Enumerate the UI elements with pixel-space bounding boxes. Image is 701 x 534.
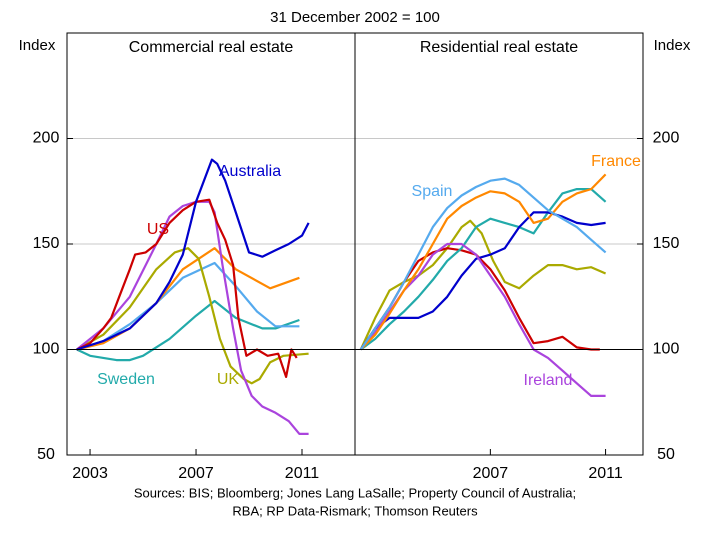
series-line <box>76 200 309 435</box>
series-line <box>359 177 607 351</box>
x-tick-label: 2007 <box>178 465 214 482</box>
y-axis-label: Index <box>654 37 691 54</box>
y-tick-label: 50 <box>37 446 55 463</box>
y-tick-label: 50 <box>657 446 675 463</box>
y-axis-label: Index <box>19 37 56 54</box>
series-line <box>76 261 300 351</box>
series-label: Spain <box>412 183 453 200</box>
panel-title: Commercial real estate <box>129 39 294 56</box>
series-line <box>76 247 309 385</box>
y-tick-label: 200 <box>653 130 680 147</box>
source-note: Sources: BIS; Bloomberg; Jones Lang LaSa… <box>134 485 576 500</box>
x-tick-label: 2003 <box>72 465 108 482</box>
series-line <box>76 198 298 378</box>
panel-title: Residential real estate <box>420 39 578 56</box>
series-line <box>359 247 600 351</box>
source-note: RBA; RP Data-Rismark; Thomson Reuters <box>232 503 478 518</box>
series-line <box>76 299 300 362</box>
x-tick-label: 2011 <box>285 465 320 482</box>
series-label: UK <box>217 371 240 388</box>
series-line <box>76 158 310 351</box>
series-line <box>76 247 300 351</box>
series-line <box>360 188 607 351</box>
series-line <box>360 173 607 351</box>
series-line <box>359 219 607 350</box>
y-tick-label: 200 <box>33 130 60 147</box>
series-label: Australia <box>219 163 281 180</box>
chart-subtitle: 31 December 2002 = 100 <box>270 9 440 26</box>
y-tick-label: 150 <box>653 235 680 252</box>
series-line <box>359 211 606 351</box>
y-tick-label: 100 <box>33 341 60 358</box>
x-tick-label: 2007 <box>473 465 509 482</box>
y-tick-label: 150 <box>33 235 60 252</box>
x-tick-label: 2011 <box>588 465 623 482</box>
series-label: US <box>147 221 169 238</box>
series-label: France <box>591 153 641 170</box>
y-tick-label: 100 <box>653 341 680 358</box>
series-label: Sweden <box>97 371 155 388</box>
series-label: Ireland <box>524 372 573 389</box>
